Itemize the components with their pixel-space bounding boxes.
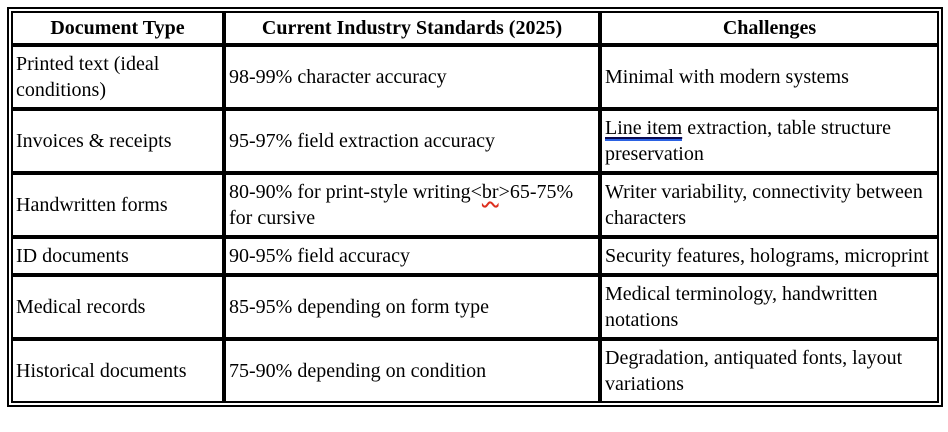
table-row-printed-text: Printed text (ideal conditions) 98-99% c… [11, 45, 939, 109]
cell-challenges: Writer variability, connectivity between… [600, 173, 939, 237]
cell-standard: 85-95% depending on form type [224, 275, 600, 339]
header-row: Document Type Current Industry Standards… [11, 11, 939, 45]
table-row-handwritten: Handwritten forms 80-90% for print-style… [11, 173, 939, 237]
grammar-flagged-text: Line item [605, 117, 683, 141]
spellcheck-flagged-text: br [481, 181, 499, 203]
cell-document-type: Medical records [11, 275, 224, 339]
cell-challenges: Minimal with modern systems [600, 45, 939, 109]
cell-challenges: Security features, holograms, microprint [600, 237, 939, 275]
ocr-accuracy-table: Document Type Current Industry Standards… [11, 11, 939, 403]
cell-standard-text: 80-90% for print-style writing< [229, 181, 482, 203]
cell-standard: 80-90% for print-style writing<br>65-75%… [224, 173, 600, 237]
cell-document-type: Historical documents [11, 339, 224, 403]
table-outer-border: Document Type Current Industry Standards… [7, 7, 943, 407]
cell-challenges: Degradation, antiquated fonts, layout va… [600, 339, 939, 403]
cell-standard: 75-90% depending on condition [224, 339, 600, 403]
cell-standard-text: >65-75% for cursive [229, 181, 574, 229]
cell-challenges: Medical terminology, handwritten notatio… [600, 275, 939, 339]
cell-challenges: Line item extraction, table structure pr… [600, 109, 939, 173]
cell-challenges-text: extraction, table structure preservation [605, 117, 892, 165]
cell-standard: 95-97% field extraction accuracy [224, 109, 600, 173]
cell-document-type: ID documents [11, 237, 224, 275]
table-row-historical-documents: Historical documents 75-90% depending on… [11, 339, 939, 403]
cell-document-type: Handwritten forms [11, 173, 224, 237]
table-row-medical-records: Medical records 85-95% depending on form… [11, 275, 939, 339]
header-challenges: Challenges [600, 11, 939, 45]
table-row-invoices: Invoices & receipts 95-97% field extract… [11, 109, 939, 173]
table-row-id-documents: ID documents 90-95% field accuracy Secur… [11, 237, 939, 275]
header-industry-standards: Current Industry Standards (2025) [224, 11, 600, 45]
cell-document-type: Printed text (ideal conditions) [11, 45, 224, 109]
cell-standard: 90-95% field accuracy [224, 237, 600, 275]
cell-standard: 98-99% character accuracy [224, 45, 600, 109]
cell-document-type: Invoices & receipts [11, 109, 224, 173]
header-document-type: Document Type [11, 11, 224, 45]
